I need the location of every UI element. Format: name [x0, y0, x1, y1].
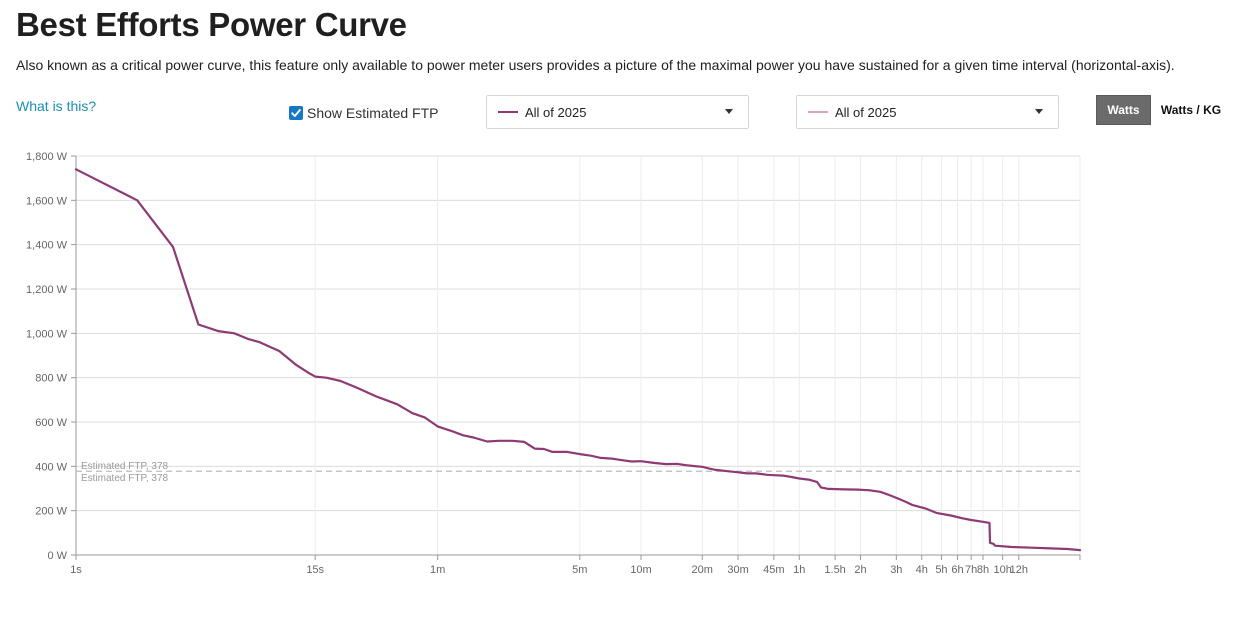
y-axis-labels: 0 W 200 W 400 W 600 W 800 W 1,000 W 1,200 W 1,4… [26, 151, 76, 562]
series-layer [74, 168, 1082, 552]
compare-date-range-select[interactable]: All of 2025 [796, 95, 1059, 129]
ftp-label: Estimated FTP, 378 [81, 473, 169, 484]
primary-series-swatch [498, 111, 518, 113]
x-tick-label: 5h [935, 564, 947, 576]
y-tick-label: 1,600 W [26, 195, 68, 207]
y-tick-label: 1,000 W [26, 328, 68, 340]
y-tick-label: 0 W [47, 550, 67, 562]
power-curve-chart: 0 W 200 W 400 W 600 W 800 W 1,000 W 1,200 W 1,4… [26, 151, 1082, 576]
x-tick-label: 7h [965, 564, 977, 576]
x-tick-label: 2h [854, 564, 866, 576]
x-tick-label: 3h [890, 564, 902, 576]
ftp-checkbox-label: Show Estimated FTP [307, 105, 439, 121]
x-tick-label: 10m [630, 564, 651, 576]
x-tick-label: 1m [430, 564, 445, 576]
y-tick-label: 600 W [35, 417, 67, 429]
y-tick-label: 1,200 W [26, 284, 68, 296]
x-tick-label: 8h [977, 564, 989, 576]
x-tick-label: 4h [916, 564, 928, 576]
primary-date-range-select[interactable]: All of 2025 [486, 95, 749, 129]
page-subtitle: Also known as a critical power curve, th… [16, 57, 1175, 73]
x-tick-label: 1.5h [824, 564, 845, 576]
x-tick-label: 1s [70, 564, 82, 576]
compare-range-label: All of 2025 [835, 104, 897, 120]
x-tick-label: 5m [572, 564, 587, 576]
show-estimated-ftp-toggle[interactable]: Show Estimated FTP [289, 104, 439, 122]
y-gridlines [76, 155, 1080, 512]
page-title: Best Efforts Power Curve [16, 6, 407, 43]
watts-button[interactable]: Watts [1096, 95, 1151, 125]
power-curve-line [74, 168, 1082, 552]
y-tick-label: 800 W [35, 373, 67, 385]
y-tick-label: 1,400 W [26, 240, 68, 252]
what-is-this-link[interactable]: What is this? [16, 98, 97, 114]
x-tick-label: 20m [692, 564, 713, 576]
x-tick-label: 45m [763, 564, 784, 576]
x-tick-label: 1h [793, 564, 805, 576]
ftp-checkbox[interactable] [289, 106, 303, 120]
y-tick-label: 400 W [35, 461, 67, 473]
x-tick-label: 30m [727, 564, 748, 576]
y-tick-label: 1,800 W [26, 151, 68, 163]
y-tick-label: 200 W [35, 506, 67, 518]
compare-series-swatch [808, 111, 828, 113]
ftp-label: Estimated FTP, 378 [81, 461, 169, 472]
watts-per-kg-button[interactable]: Watts / KG [1151, 95, 1231, 125]
unit-toggle: Watts Watts / KG [1096, 95, 1231, 125]
x-tick-label: 12h [1010, 564, 1028, 576]
x-axis: 1s 15s 1m 5m 10m 20m 30m 45m 1h 1.5h 2h 3h 4h 5h 6h 7h 8… [70, 156, 1081, 576]
x-tick-label: 10h [993, 564, 1011, 576]
x-tick-label: 6h [951, 564, 963, 576]
primary-range-label: All of 2025 [525, 104, 587, 120]
x-tick-label: 15s [306, 564, 324, 576]
checkmark-icon [291, 109, 301, 117]
x-gridlines [314, 156, 1081, 555]
chevron-down-icon [725, 109, 733, 114]
chevron-down-icon [1035, 109, 1043, 114]
